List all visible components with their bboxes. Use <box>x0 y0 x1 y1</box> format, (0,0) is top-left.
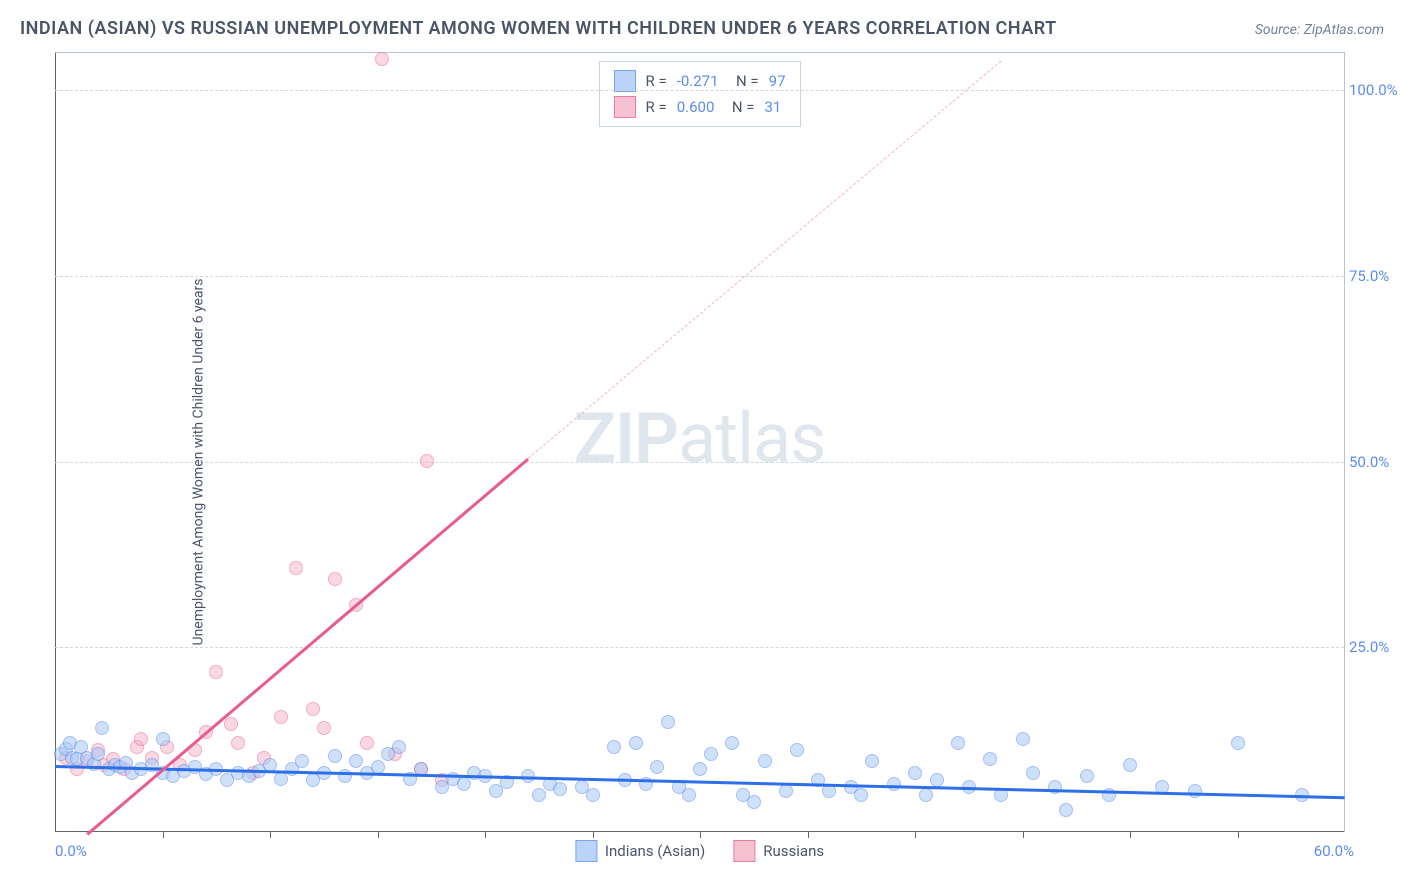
data-point-indians <box>1059 803 1073 817</box>
data-point-indians <box>1026 766 1040 780</box>
y-axis <box>55 53 56 832</box>
data-point-indians <box>983 752 997 766</box>
x-tick <box>378 832 379 838</box>
data-point-indians <box>1080 769 1094 783</box>
data-point-russians <box>317 721 331 735</box>
data-point-indians <box>887 777 901 791</box>
data-point-russians <box>306 702 320 716</box>
data-point-indians <box>661 715 675 729</box>
data-point-indians <box>1016 732 1030 746</box>
data-point-indians <box>758 754 772 768</box>
watermark-logo: ZIPatlas <box>574 397 826 479</box>
x-tick <box>915 832 916 838</box>
x-axis-max-label: 60.0% <box>1314 842 1354 860</box>
data-point-indians <box>1123 758 1137 772</box>
data-point-russians <box>231 736 245 750</box>
data-point-indians <box>91 747 105 761</box>
legend-item-russians: Russians <box>733 840 824 862</box>
chart-container: ZIPatlas R = -0.271 N = 97 R = 0.600 N =… <box>55 52 1395 872</box>
y-axis-label: Unemployment Among Women with Children U… <box>191 278 207 645</box>
data-point-indians <box>693 762 707 776</box>
y-tick-label: 75.0% <box>1349 267 1399 285</box>
chart-title: INDIAN (ASIAN) VS RUSSIAN UNEMPLOYMENT A… <box>20 18 1057 39</box>
data-point-indians <box>586 788 600 802</box>
data-point-russians <box>420 454 434 468</box>
data-point-indians <box>779 784 793 798</box>
data-point-indians <box>532 788 546 802</box>
gridline <box>55 276 1344 277</box>
x-tick <box>593 832 594 838</box>
y-tick-label: 25.0% <box>1349 638 1399 656</box>
data-point-indians <box>629 736 643 750</box>
data-point-indians <box>607 740 621 754</box>
y-tick-label: 50.0% <box>1349 453 1399 471</box>
data-point-indians <box>919 788 933 802</box>
data-point-indians <box>1188 784 1202 798</box>
data-point-indians <box>908 766 922 780</box>
data-point-indians <box>930 773 944 787</box>
data-point-indians <box>865 754 879 768</box>
data-point-russians <box>224 717 238 731</box>
x-tick <box>808 832 809 838</box>
data-point-indians <box>1231 736 1245 750</box>
legend-stats-row-russians: R = 0.600 N = 31 <box>613 94 785 120</box>
data-point-indians <box>95 721 109 735</box>
data-point-indians <box>371 760 385 774</box>
data-point-indians <box>295 754 309 768</box>
data-point-russians <box>274 710 288 724</box>
x-axis-min-label: 0.0% <box>55 842 87 860</box>
data-point-indians <box>349 754 363 768</box>
data-point-indians <box>725 736 739 750</box>
legend-swatch-indians <box>613 70 635 92</box>
data-point-indians <box>1048 780 1062 794</box>
data-point-indians <box>951 736 965 750</box>
x-tick <box>1130 832 1131 838</box>
x-tick <box>700 832 701 838</box>
x-tick <box>163 832 164 838</box>
data-point-indians <box>854 788 868 802</box>
x-tick <box>1023 832 1024 838</box>
data-point-russians <box>289 561 303 575</box>
data-point-russians <box>375 52 389 66</box>
data-point-indians <box>328 749 342 763</box>
data-point-russians <box>209 665 223 679</box>
legend-swatch-indians-icon <box>575 840 597 862</box>
gridline <box>55 647 1344 648</box>
data-point-indians <box>650 760 664 774</box>
legend-stats: R = -0.271 N = 97 R = 0.600 N = 31 <box>598 61 800 127</box>
x-tick <box>1238 832 1239 838</box>
x-tick <box>485 832 486 838</box>
data-point-indians <box>682 788 696 802</box>
data-point-russians <box>134 732 148 746</box>
legend-item-indians: Indians (Asian) <box>575 840 705 862</box>
legend-swatch-russians-icon <box>733 840 755 862</box>
data-point-russians <box>328 572 342 586</box>
x-tick <box>270 832 271 838</box>
data-point-indians <box>790 743 804 757</box>
legend-series: Indians (Asian) Russians <box>575 840 824 862</box>
legend-swatch-russians <box>613 96 635 118</box>
data-point-indians <box>392 740 406 754</box>
data-point-russians <box>360 736 374 750</box>
data-point-indians <box>553 782 567 796</box>
gridline <box>55 90 1344 91</box>
data-point-indians <box>156 732 170 746</box>
source-attribution: Source: ZipAtlas.com <box>1255 22 1384 38</box>
data-point-indians <box>457 777 471 791</box>
data-point-indians <box>704 747 718 761</box>
data-point-indians <box>747 795 761 809</box>
y-tick-label: 100.0% <box>1349 81 1399 99</box>
gridline <box>55 462 1344 463</box>
plot-area: ZIPatlas R = -0.271 N = 97 R = 0.600 N =… <box>55 52 1345 832</box>
